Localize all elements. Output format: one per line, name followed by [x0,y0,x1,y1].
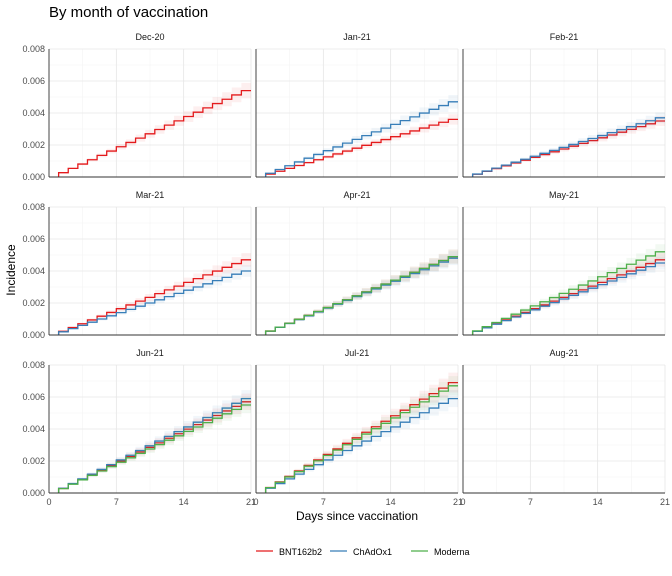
facet-label: Apr-21 [343,190,370,200]
y-tick-label: 0.006 [22,76,45,86]
series-line-bnt162b2 [264,118,458,177]
x-tick-label: 7 [528,497,533,507]
x-tick-label: 0 [460,497,465,507]
panel-apr-21: Apr-21 [255,190,459,336]
facet-label: Dec-20 [135,32,164,42]
y-tick-label: 0.004 [22,266,45,276]
y-tick-label: 0.008 [22,202,45,212]
panel-jan-21: Jan-21 [255,32,459,178]
panel-aug-21: Aug-21 0 7 14 21 [460,348,670,507]
x-tick-label: 21 [246,497,256,507]
facet-label: Feb-21 [550,32,579,42]
legend-label: ChAdOx1 [353,547,392,557]
x-tick-label: 14 [386,497,396,507]
panel-jul-21: Jul-21 0 7 14 21 [253,348,463,507]
facet-label: May-21 [549,190,579,200]
y-tick-label: 0.002 [22,140,45,150]
x-tick-label: 7 [114,497,119,507]
series-line-moderna [57,404,251,493]
y-tick-label: 0.004 [22,424,45,434]
series-line-chadox1 [57,270,251,335]
series-line-bnt162b2 [57,89,251,177]
facet-label: Jun-21 [136,348,164,358]
ci-band-bnt162b2 [265,372,458,488]
y-tick-label: 0.004 [22,108,45,118]
x-tick-label: 7 [321,497,326,507]
legend-item-moderna: Moderna [411,547,470,557]
legend-item-bnt162b2: BNT162b2 [256,547,322,557]
facet-label: Mar-21 [136,190,165,200]
y-tick-label: 0.000 [22,488,45,498]
x-axis-title: Days since vaccination [296,509,418,523]
panel-feb-21: Feb-21 [462,32,666,178]
x-tick-label: 0 [46,497,51,507]
y-tick-label: 0.008 [22,44,45,54]
panel-jun-21: Jun-21 0.000 0.002 0.004 0.006 0.008 0 7 14 21 [22,348,256,507]
legend: BNT162b2 ChAdOx1 Moderna [256,547,470,557]
y-tick-label: 0.008 [22,360,45,370]
facet-panels: Dec-20 0.000 0.002 0.004 0.006 0.008 Jan-21 Feb… [22,32,670,507]
facet-label: Jul-21 [345,348,370,358]
ci-band-moderna [265,376,458,489]
panel-may-21: May-21 [462,190,666,336]
series-line-moderna [264,255,458,335]
y-tick-label: 0.006 [22,234,45,244]
y-tick-label: 0.006 [22,392,45,402]
series-line-chadox1 [471,262,665,335]
series-line-chadox1 [264,101,458,177]
x-tick-label: 21 [660,497,670,507]
x-tick-label: 14 [593,497,603,507]
y-tick-label: 0.000 [22,172,45,182]
y-tick-label: 0.002 [22,456,45,466]
facet-label: Aug-21 [549,348,578,358]
series-line-moderna [471,251,665,335]
chart-title: By month of vaccination [49,4,208,21]
x-tick-label: 0 [253,497,258,507]
x-tick-label: 14 [179,497,189,507]
y-tick-label: 0.002 [22,298,45,308]
series-line-bnt162b2 [57,259,251,335]
y-tick-label: 0.000 [22,330,45,340]
legend-item-chadox1: ChAdOx1 [330,547,392,557]
y-axis-title: Incidence [4,244,18,296]
panel-dec-20: Dec-20 0.000 0.002 0.004 0.006 0.008 [22,32,252,182]
x-tick-label: 21 [453,497,463,507]
legend-label: BNT162b2 [279,547,322,557]
series-line-chadox1 [471,117,665,177]
legend-label: Moderna [434,547,470,557]
panel-mar-21: Mar-21 0.000 0.002 0.004 0.006 0.008 [22,190,252,340]
series-line-moderna [264,385,458,493]
facet-label: Jan-21 [343,32,371,42]
